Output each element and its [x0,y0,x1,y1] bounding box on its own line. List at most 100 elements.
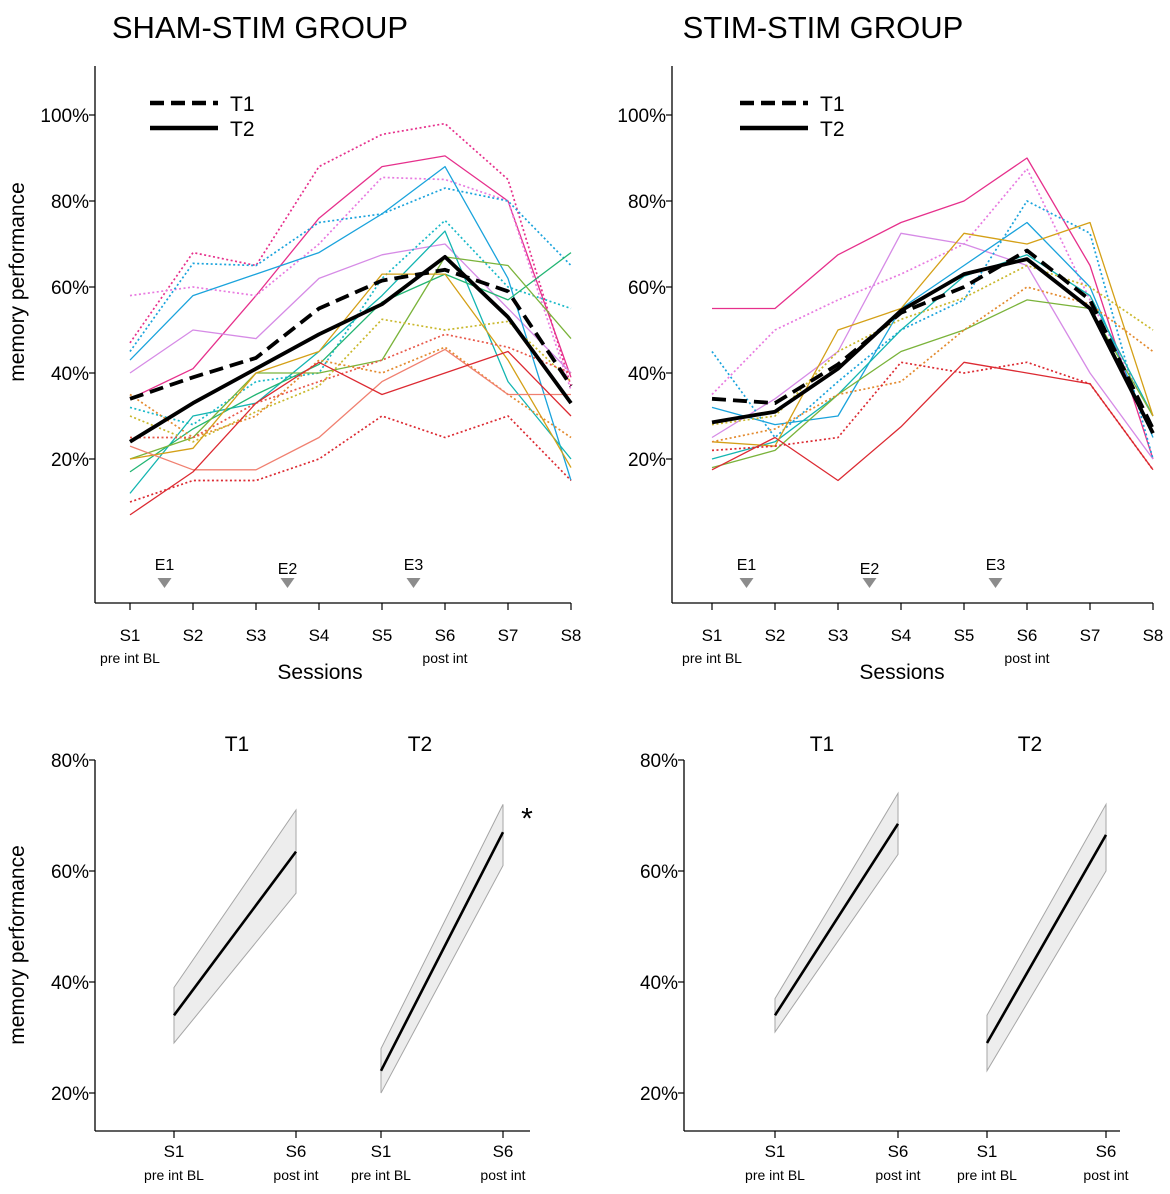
confidence-band [774,791,899,1034]
x-tick-label: S1 [702,626,723,645]
event-marker-triangle [739,578,754,588]
x-tick-sublabel: post int [1083,1167,1128,1183]
y-tick-label: 20% [51,450,89,471]
individual-series-line [129,346,572,439]
individual-series-line [711,264,1154,426]
event-marker-label: E2 [278,561,298,578]
individual-series-line [711,167,1154,417]
event-marker-triangle [406,578,421,588]
event-marker-triangle [862,578,877,588]
y-tick-label: 60% [51,862,89,883]
individual-series-line [712,157,1154,460]
x-tick-label: S3 [246,626,267,645]
individual-series-line [129,176,572,391]
individual-series-line [711,221,1154,447]
x-tick-sublabel: post int [273,1167,318,1183]
y-tick-label: 80% [51,192,89,213]
individual-series-line [129,219,572,426]
x-tick-label: S5 [954,626,975,645]
y-tick-label: 40% [640,973,678,994]
individual-series-line [711,200,1154,460]
y-tick-label: 20% [640,1084,678,1105]
x-tick-sublabel: post int [422,650,467,666]
mean-series-line-t1 [711,248,1155,430]
individual-series-line [711,254,1154,460]
x-tick-label: S5 [372,626,393,645]
x-tick-sublabel: pre int BL [957,1167,1017,1183]
y-tick-label: 40% [51,973,89,994]
y-tick-label: 20% [51,1084,89,1105]
panel-title: T1 [225,733,250,756]
x-tick-label: S1 [120,626,141,645]
event-marker-triangle [280,578,295,588]
individual-series-line [129,348,571,471]
individual-series-line [711,361,1154,471]
confidence-band [173,808,297,1045]
legend-label: T2 [820,118,845,141]
mean-series-line-t2 [129,254,573,444]
y-tick-label: 60% [51,278,89,299]
mean-change-line [379,831,505,1072]
legend-label: T1 [230,93,255,116]
x-tick-label: S4 [309,626,330,645]
x-axis-label: Sessions [277,661,362,684]
chart-title: SHAM-STIM GROUP [112,10,408,45]
y-tick-label: 60% [640,862,678,883]
significance-asterisk: * [521,802,533,835]
x-tick-label: S6 [435,626,456,645]
individual-series-line [711,221,1154,438]
y-tick-label: 40% [51,364,89,385]
x-tick-label: S1 [765,1142,786,1161]
x-tick-label: S6 [286,1142,307,1161]
x-tick-label: S6 [1096,1142,1117,1161]
legend-label: T2 [230,118,255,141]
individual-series-line [129,122,572,387]
x-tick-label: S8 [561,626,582,645]
individual-series-line [129,243,572,374]
individual-series-line [129,230,572,494]
event-marker-label: E3 [986,557,1006,574]
x-tick-label: S8 [1143,626,1164,645]
individual-series-line [129,155,572,400]
y-tick-label: 20% [628,450,666,471]
x-tick-sublabel: post int [875,1167,920,1183]
event-marker-label: E1 [155,557,175,574]
x-tick-label: S3 [828,626,849,645]
individual-series-line [130,333,572,439]
x-tick-sublabel: pre int BL [351,1167,411,1183]
individual-series-line [129,252,572,473]
y-tick-label: 100% [617,106,666,127]
x-tick-label: S4 [891,626,912,645]
x-tick-label: S7 [498,626,519,645]
panel-title: T2 [408,733,433,756]
mean-change-line [172,850,298,1017]
x-tick-sublabel: post int [1004,650,1049,666]
panel-title: T1 [810,733,835,756]
individual-series-line [711,361,1154,482]
y-tick-label: 80% [640,751,678,772]
x-tick-label: S1 [977,1142,998,1161]
panel-title: T2 [1018,733,1043,756]
individual-series-line [711,299,1154,469]
mean-series-line-t2 [711,257,1155,435]
x-tick-label: S6 [1017,626,1038,645]
event-marker-label: E3 [404,557,424,574]
individual-series-line [129,273,572,468]
event-marker-label: E2 [860,561,880,578]
y-tick-label: 60% [628,278,666,299]
individual-series-line [711,286,1154,443]
event-marker-label: E1 [737,557,757,574]
y-tick-label: 80% [51,751,89,772]
mean-change-line [985,834,1108,1044]
y-tick-label: 100% [40,106,89,127]
x-tick-sublabel: pre int BL [682,650,742,666]
individual-series-line [129,165,572,481]
x-tick-label: S2 [183,626,204,645]
individual-series-line [129,415,572,503]
individual-series-line [129,187,572,352]
legend-label: T1 [820,93,845,116]
event-marker-triangle [988,578,1003,588]
individual-series-line [129,256,572,460]
x-tick-label: S6 [888,1142,909,1161]
